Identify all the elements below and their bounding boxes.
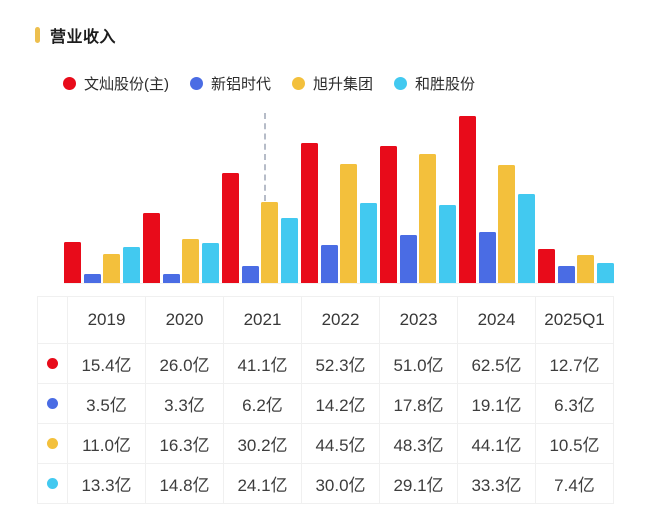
table-value-cell: 7.4亿: [536, 464, 614, 504]
bar-和胜股份-2020[interactable]: [201, 243, 219, 283]
table-header-2019: 2019: [68, 297, 146, 344]
table-value-cell: 41.1亿: [224, 344, 302, 384]
table-value-cell: 17.8亿: [380, 384, 458, 424]
table-value-cell: 62.5亿: [458, 344, 536, 384]
table-value-cell: 15.4亿: [68, 344, 146, 384]
legend-dot-icon: [63, 76, 76, 90]
series-dot-icon: [47, 398, 58, 409]
listing-date-dashed-line: [264, 113, 266, 283]
bar-新铝时代-2021[interactable]: [241, 266, 259, 283]
table-header-2025Q1: 2025Q1: [536, 297, 614, 344]
table-value-cell: 16.3亿: [146, 424, 224, 464]
table-value-cell: 48.3亿: [380, 424, 458, 464]
table-value-cell: 44.5亿: [302, 424, 380, 464]
series-dot-icon: [47, 438, 58, 449]
table-value-cell: 13.3亿: [68, 464, 146, 504]
table-value-cell: 10.5亿: [536, 424, 614, 464]
bar-group-2024: [459, 110, 535, 283]
bar-文灿股份(主)-2021[interactable]: [222, 173, 240, 283]
table-value-cell: 29.1亿: [380, 464, 458, 504]
legend-label: 新铝时代: [211, 75, 272, 93]
bar-旭升集团-2023[interactable]: [419, 154, 437, 283]
bar-文灿股份(主)-2025Q1[interactable]: [538, 249, 556, 283]
table-header-2020: 2020: [146, 297, 224, 344]
section-title: 营业收入: [50, 29, 117, 46]
table-value-cell: 52.3亿: [302, 344, 380, 384]
revenue-table: 2019 2020 2021 2022 2023 2024 2025Q1 15.4亿 26.0亿…: [37, 296, 614, 504]
bar-group-2019: [64, 110, 140, 283]
table-header-2023: 2023: [380, 297, 458, 344]
legend-dot-icon: [394, 76, 408, 90]
bar-group-2020: [143, 110, 219, 283]
table-row-dot-cell: [38, 424, 68, 464]
table-header-2024: 2024: [458, 297, 536, 344]
table-value-cell: 33.3亿: [458, 464, 536, 504]
title-accent-bar: [35, 27, 40, 43]
bar-文灿股份(主)-2019[interactable]: [64, 242, 81, 283]
bar-旭升集团-2021[interactable]: [261, 202, 279, 283]
legend-label: 文灿股份(主): [84, 75, 169, 93]
bar-和胜股份-2022[interactable]: [359, 203, 377, 283]
series-dot-icon: [47, 478, 58, 489]
bar-旭升集团-2025Q1[interactable]: [577, 255, 595, 283]
bar-和胜股份-2019[interactable]: [122, 247, 140, 283]
table-corner-cell: [38, 297, 68, 344]
bar-和胜股份-2021[interactable]: [280, 218, 298, 283]
table-value-cell: 30.2亿: [224, 424, 302, 464]
table-row-dot-cell: [38, 464, 68, 504]
revenue-bar-chart: [64, 110, 614, 284]
legend-dot-icon: [190, 76, 203, 90]
table-value-cell: 11.0亿: [68, 424, 146, 464]
table-value-cell: 14.2亿: [302, 384, 380, 424]
series-dot-icon: [47, 358, 58, 369]
bar-新铝时代-2022[interactable]: [320, 245, 338, 283]
legend-label: 旭升集团: [313, 75, 374, 93]
table-value-cell: 30.0亿: [302, 464, 380, 504]
table-value-cell: 12.7亿: [536, 344, 614, 384]
bar-和胜股份-2023[interactable]: [438, 205, 456, 283]
bar-旭升集团-2024[interactable]: [498, 165, 516, 283]
table-row-dot-cell: [38, 384, 68, 424]
bar-group-2022: [301, 110, 377, 283]
table-value-cell: 3.3亿: [146, 384, 224, 424]
table-header-2021: 2021: [224, 297, 302, 344]
bar-文灿股份(主)-2023[interactable]: [380, 146, 398, 283]
table-value-cell: 44.1亿: [458, 424, 536, 464]
table-value-cell: 6.2亿: [224, 384, 302, 424]
bar-旭升集团-2019[interactable]: [103, 254, 120, 283]
table-value-cell: 14.8亿: [146, 464, 224, 504]
legend-item-3[interactable]: 旭升集团: [292, 73, 373, 94]
bar-文灿股份(主)-2020[interactable]: [143, 213, 161, 283]
bar-和胜股份-2025Q1[interactable]: [596, 263, 614, 283]
table-value-cell: 51.0亿: [380, 344, 458, 384]
legend-item-2[interactable]: 新铝时代: [190, 73, 271, 94]
bar-新铝时代-2024[interactable]: [478, 232, 496, 283]
bar-文灿股份(主)-2022[interactable]: [301, 143, 319, 283]
table-value-cell: 19.1亿: [458, 384, 536, 424]
bar-新铝时代-2025Q1[interactable]: [557, 266, 575, 283]
table-row-dot-cell: [38, 344, 68, 384]
legend-item-4[interactable]: 和胜股份: [394, 73, 475, 94]
table-value-cell: 26.0亿: [146, 344, 224, 384]
bar-文灿股份(主)-2024[interactable]: [459, 116, 477, 283]
bar-新铝时代-2019[interactable]: [83, 274, 101, 283]
table-value-cell: 3.5亿: [68, 384, 146, 424]
legend-label: 和胜股份: [415, 75, 476, 93]
legend-dot-icon: [292, 76, 306, 90]
table-value-cell: 24.1亿: [224, 464, 302, 504]
bar-旭升集团-2020[interactable]: [182, 239, 200, 283]
legend-item-1[interactable]: 文灿股份(主): [63, 73, 169, 94]
table-header-2022: 2022: [302, 297, 380, 344]
bar-旭升集团-2022[interactable]: [340, 164, 358, 283]
table-value-cell: 6.3亿: [536, 384, 614, 424]
bar-新铝时代-2020[interactable]: [162, 274, 180, 283]
bar-和胜股份-2024[interactable]: [517, 194, 535, 283]
section-header: 营业收入: [35, 23, 116, 47]
chart-legend: 文灿股份(主) 新铝时代 旭升集团 和胜股份: [63, 73, 475, 93]
bar-新铝时代-2023[interactable]: [399, 235, 417, 283]
bar-group-2021: [222, 110, 298, 283]
bar-group-2025Q1: [538, 110, 614, 283]
bar-group-2023: [380, 110, 456, 283]
